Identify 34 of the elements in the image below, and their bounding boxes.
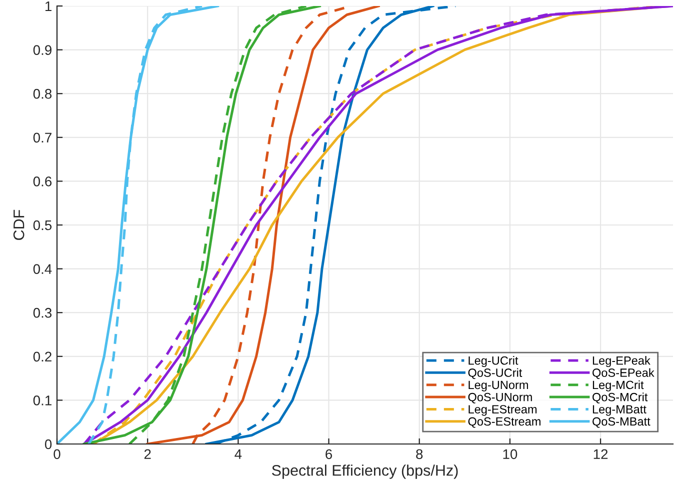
legend-label: QoS-EStream [468,417,540,428]
y-tick-label: 0.8 [33,88,52,99]
x-tick-label: 4 [234,449,242,459]
y-axis-title: CDF [13,210,24,240]
legend-label: Leg-UCrit [468,356,518,368]
line-series [146,6,380,444]
y-tick-label: 0.3 [33,308,52,318]
x-tick-label: 8 [416,449,423,460]
legend-label: QoS-UNorm [468,392,532,404]
legend-label: Leg-MCrit [592,380,644,392]
x-tick-label: 2 [144,449,151,459]
legend-label: Leg-UNorm [468,380,528,392]
line-series [82,6,321,444]
x-tick-label: 0 [54,449,60,460]
legend-label: Leg-EStream [468,405,537,416]
legend-label: QoS-EPeak [592,368,654,380]
y-tick-label: 0.6 [33,176,52,186]
legend-label: QoS-MBatt [592,417,650,428]
y-tick-label: 0.7 [33,132,52,143]
y-tick-label: 0.4 [33,264,52,274]
y-tick-label: 0.9 [33,45,52,55]
legend-label: Leg-EPeak [592,356,650,368]
y-tick-label: 1 [45,1,52,12]
x-tick-label: 6 [326,449,332,460]
x-tick-label: 10 [503,449,518,460]
y-tick-label: 0.2 [33,352,52,362]
y-tick-label: 0.5 [33,220,52,230]
x-axis-title: Spectral Efficiency (bps/Hz) [272,464,458,479]
x-tick-label: 12 [594,449,608,459]
y-tick-label: 0.1 [33,396,52,406]
legend-label: QoS-UCrit [468,368,522,380]
legend-label: QoS-MCrit [592,392,648,404]
y-tick-label: 0 [44,439,52,450]
legend-label: Leg-MBatt [592,405,646,416]
